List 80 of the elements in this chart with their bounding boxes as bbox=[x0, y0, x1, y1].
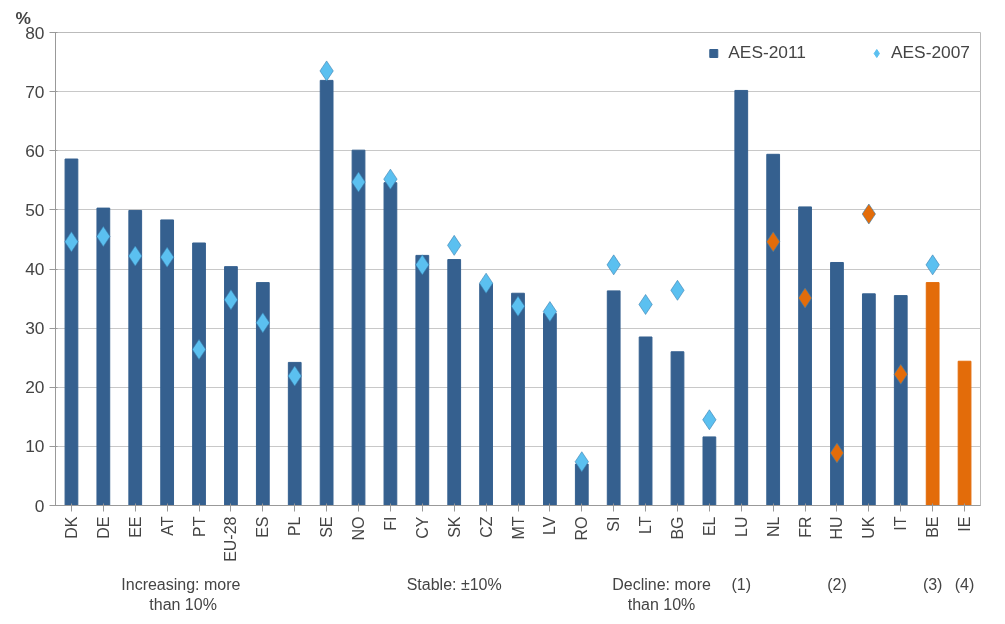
bar bbox=[319, 79, 334, 506]
bar bbox=[351, 149, 366, 506]
legend-label: AES-2011 bbox=[728, 42, 806, 63]
bar bbox=[447, 259, 462, 506]
bar bbox=[798, 206, 812, 506]
bar bbox=[415, 254, 430, 506]
x-tick-label: BG bbox=[668, 516, 686, 540]
x-tick-label: HU bbox=[828, 516, 846, 540]
bar bbox=[160, 219, 175, 506]
bar bbox=[830, 262, 844, 506]
text: (2) bbox=[827, 575, 847, 593]
bar bbox=[734, 89, 749, 506]
x-tick-label: DK bbox=[62, 516, 80, 539]
y-tick-label: 0 bbox=[34, 495, 45, 516]
x-tick-label: EE bbox=[126, 516, 144, 538]
text: (3) bbox=[922, 575, 943, 593]
x-tick-label: IT bbox=[892, 516, 910, 531]
text: (1) bbox=[731, 575, 752, 593]
y-tick-label: 20 bbox=[25, 377, 45, 398]
x-tick-label: MT bbox=[509, 516, 527, 540]
x-tick-label: SI bbox=[605, 516, 623, 532]
x-tick-label: AT bbox=[158, 516, 176, 536]
bar bbox=[766, 153, 781, 506]
bar bbox=[670, 351, 685, 506]
bar bbox=[64, 158, 79, 506]
text: Stable: ±10% bbox=[406, 575, 502, 593]
x-tick-label: SK bbox=[445, 516, 463, 538]
text: Decline: more than 10% bbox=[612, 575, 711, 613]
x-tick-label: LU bbox=[732, 516, 750, 537]
bar bbox=[543, 312, 557, 506]
point bbox=[542, 301, 557, 322]
bar bbox=[511, 292, 525, 506]
x-tick-label: LV bbox=[541, 516, 559, 535]
bar bbox=[702, 436, 717, 506]
x-tick-label: FI bbox=[381, 516, 399, 531]
bar bbox=[925, 282, 940, 506]
point bbox=[96, 226, 111, 247]
x-tick-label: EL bbox=[700, 516, 718, 537]
x-tick-label: PT bbox=[190, 516, 208, 537]
text: Increasing: more than 10% bbox=[121, 575, 241, 613]
bar bbox=[606, 290, 621, 506]
bar bbox=[479, 283, 493, 506]
bar bbox=[638, 336, 653, 506]
x-tick-label: EU-28 bbox=[222, 516, 240, 562]
bar bbox=[861, 293, 876, 506]
x-tick-label: DE bbox=[94, 516, 112, 539]
point bbox=[638, 294, 653, 315]
y-tick-label: 50 bbox=[25, 199, 45, 220]
x-tick-label: SE bbox=[318, 516, 336, 538]
bar bbox=[255, 282, 270, 506]
bar bbox=[96, 207, 111, 506]
bar bbox=[287, 361, 302, 506]
bar bbox=[128, 209, 143, 506]
bar bbox=[957, 360, 972, 506]
bar bbox=[893, 295, 908, 506]
x-tick-label: BE bbox=[924, 516, 942, 538]
x-tick-label: IE bbox=[956, 516, 974, 532]
y-tick-label: 40 bbox=[25, 259, 45, 279]
text: (4) bbox=[954, 575, 975, 593]
x-tick-label: FR bbox=[796, 516, 814, 538]
bar bbox=[192, 242, 206, 506]
point bbox=[447, 235, 462, 256]
x-tick-label: PL bbox=[286, 516, 304, 537]
y-tick-label: 70 bbox=[25, 81, 45, 102]
x-tick-label: CZ bbox=[477, 516, 495, 538]
x-tick-label: UK bbox=[860, 516, 878, 539]
y-tick-label: 60 bbox=[25, 140, 45, 161]
x-tick-label: RO bbox=[573, 516, 591, 541]
x-tick-label: CY bbox=[413, 516, 431, 539]
bar bbox=[224, 266, 238, 506]
legend-label: AES-2007 bbox=[891, 42, 970, 63]
y-tick-label: 10 bbox=[25, 436, 45, 457]
y-tick-label: 30 bbox=[25, 318, 45, 339]
bar bbox=[383, 182, 398, 506]
x-tick-label: NO bbox=[350, 516, 368, 541]
y-axis-title: % bbox=[15, 7, 31, 28]
bar bbox=[574, 463, 589, 506]
x-tick-label: NL bbox=[764, 516, 782, 537]
x-tick-label: ES bbox=[254, 516, 272, 538]
x-tick-label: LT bbox=[637, 516, 655, 534]
